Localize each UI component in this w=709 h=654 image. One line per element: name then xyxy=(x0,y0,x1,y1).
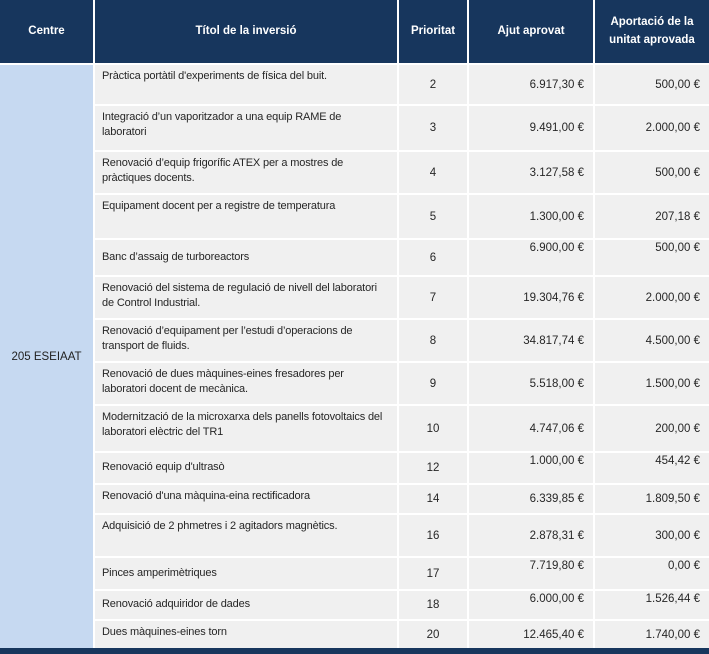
priority-cell: 16 xyxy=(399,515,467,556)
column-header-centre: Centre xyxy=(0,0,93,63)
unit-contribution-cell: 1.526,44 € xyxy=(595,591,709,619)
priority-cell: 20 xyxy=(399,621,467,648)
priority-cell: 6 xyxy=(399,240,467,275)
approved-aid-cell: 1.000,00 € xyxy=(469,453,593,483)
unit-contribution-cell: 1.500,00 € xyxy=(595,363,709,404)
investment-title-cell: Renovació d’equip frigorífic ATEX per a … xyxy=(95,152,397,193)
investment-title-cell: Renovació equip d'ultrasò xyxy=(95,453,397,483)
table-row: Integració d’un vaporitzador a una equip… xyxy=(95,106,709,150)
approved-aid-cell: 19.304,76 € xyxy=(469,277,593,318)
table-body: 205 ESEIAAT Pràctica portàtil d'experime… xyxy=(0,65,709,648)
investment-title-cell: Renovació del sistema de regulació de ni… xyxy=(95,277,397,318)
table-header-row: Centre Títol de la inversió Prioritat Aj… xyxy=(0,0,709,63)
unit-contribution-cell: 2.000,00 € xyxy=(595,106,709,150)
unit-contribution-cell: 207,18 € xyxy=(595,195,709,238)
priority-cell: 5 xyxy=(399,195,467,238)
priority-cell: 2 xyxy=(399,65,467,104)
investment-title-cell: Dues màquines-eines torn xyxy=(95,621,397,648)
table-row: Renovació d'una màquina-eina rectificado… xyxy=(95,485,709,513)
investment-title-cell: Pinces amperimètriques xyxy=(95,558,397,589)
investment-title-cell: Renovació de dues màquines-eines fresado… xyxy=(95,363,397,404)
table-row: Dues màquines-eines torn 20 12.465,40 € … xyxy=(95,621,709,648)
table-row: Renovació d’equip frigorífic ATEX per a … xyxy=(95,152,709,193)
approved-aid-cell: 6.900,00 € xyxy=(469,240,593,275)
unit-contribution-cell: 500,00 € xyxy=(595,240,709,275)
unit-contribution-cell: 2.000,00 € xyxy=(595,277,709,318)
column-header-contribution: Aportació de la unitat aprovada xyxy=(595,0,709,63)
unit-contribution-cell: 500,00 € xyxy=(595,152,709,193)
table-row: Modernització de la microxarxa dels pane… xyxy=(95,406,709,451)
table-row: Pràctica portàtil d'experiments de físic… xyxy=(95,65,709,104)
approved-aid-cell: 12.465,40 € xyxy=(469,621,593,648)
priority-cell: 3 xyxy=(399,106,467,150)
table-row: Renovació equip d'ultrasò 12 1.000,00 € … xyxy=(95,453,709,483)
priority-cell: 8 xyxy=(399,320,467,361)
unit-contribution-cell: 454,42 € xyxy=(595,453,709,483)
approved-aid-cell: 34.817,74 € xyxy=(469,320,593,361)
column-header-title: Títol de la inversió xyxy=(95,0,397,63)
unit-contribution-cell: 0,00 € xyxy=(595,558,709,589)
unit-contribution-cell: 4.500,00 € xyxy=(595,320,709,361)
priority-cell: 12 xyxy=(399,453,467,483)
priority-cell: 10 xyxy=(399,406,467,451)
centre-column: 205 ESEIAAT xyxy=(0,65,93,648)
investment-title-cell: Adquisició de 2 phmetres i 2 agitadors m… xyxy=(95,515,397,556)
approved-aid-cell: 5.518,00 € xyxy=(469,363,593,404)
priority-cell: 7 xyxy=(399,277,467,318)
unit-contribution-cell: 1.809,50 € xyxy=(595,485,709,513)
priority-cell: 14 xyxy=(399,485,467,513)
table-row: Pinces amperimètriques 17 7.719,80 € 0,0… xyxy=(95,558,709,589)
priority-cell: 9 xyxy=(399,363,467,404)
priority-cell: 17 xyxy=(399,558,467,589)
table-row: Banc d’assaig de turboreactors 6 6.900,0… xyxy=(95,240,709,275)
investment-title-cell: Integració d’un vaporitzador a una equip… xyxy=(95,106,397,150)
approved-aid-cell: 4.747,06 € xyxy=(469,406,593,451)
approved-aid-cell: 6.000,00 € xyxy=(469,591,593,619)
unit-contribution-cell: 200,00 € xyxy=(595,406,709,451)
table-row: Renovació del sistema de regulació de ni… xyxy=(95,277,709,318)
approved-aid-cell: 7.719,80 € xyxy=(469,558,593,589)
unit-contribution-cell: 1.740,00 € xyxy=(595,621,709,648)
approved-aid-cell: 6.917,30 € xyxy=(469,65,593,104)
centre-label: 205 ESEIAAT xyxy=(11,350,82,363)
investment-title-cell: Banc d’assaig de turboreactors xyxy=(95,240,397,275)
priority-cell: 4 xyxy=(399,152,467,193)
approved-aid-cell: 2.878,31 € xyxy=(469,515,593,556)
table-row: Renovació de dues màquines-eines fresado… xyxy=(95,363,709,404)
bottom-border xyxy=(0,648,709,654)
investment-title-cell: Renovació adquiridor de dades xyxy=(95,591,397,619)
column-header-priority: Prioritat xyxy=(399,0,467,63)
table-row: Renovació adquiridor de dades 18 6.000,0… xyxy=(95,591,709,619)
approved-aid-cell: 3.127,58 € xyxy=(469,152,593,193)
investment-title-cell: Modernització de la microxarxa dels pane… xyxy=(95,406,397,451)
investment-title-cell: Pràctica portàtil d'experiments de físic… xyxy=(95,65,397,104)
table-row: Equipament docent per a registre de temp… xyxy=(95,195,709,238)
investment-title-cell: Renovació d’equipament per l’estudi d’op… xyxy=(95,320,397,361)
investment-title-cell: Renovació d'una màquina-eina rectificado… xyxy=(95,485,397,513)
investment-title-cell: Equipament docent per a registre de temp… xyxy=(95,195,397,238)
priority-cell: 18 xyxy=(399,591,467,619)
approved-aid-cell: 1.300,00 € xyxy=(469,195,593,238)
approved-aid-cell: 9.491,00 € xyxy=(469,106,593,150)
table-rows: Pràctica portàtil d'experiments de físic… xyxy=(95,65,709,648)
unit-contribution-cell: 500,00 € xyxy=(595,65,709,104)
table-row: Adquisició de 2 phmetres i 2 agitadors m… xyxy=(95,515,709,556)
table-row: Renovació d’equipament per l’estudi d’op… xyxy=(95,320,709,361)
column-header-aid: Ajut aprovat xyxy=(469,0,593,63)
unit-contribution-cell: 300,00 € xyxy=(595,515,709,556)
approved-aid-cell: 6.339,85 € xyxy=(469,485,593,513)
